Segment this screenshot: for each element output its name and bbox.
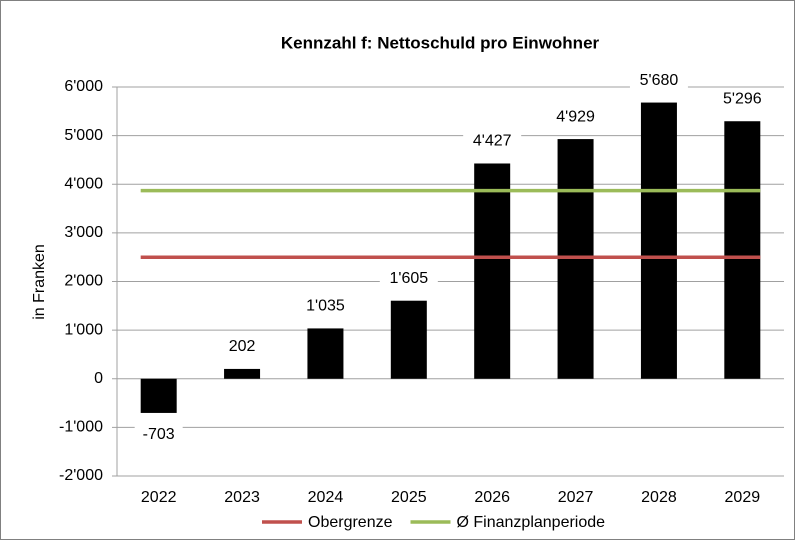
y-tick-label: -1'000 <box>59 419 103 436</box>
y-tick-label: 3'000 <box>64 224 103 241</box>
x-tick-label: 2028 <box>641 489 677 506</box>
x-tick-label: 2025 <box>391 489 427 506</box>
bar <box>224 368 261 379</box>
y-tick-label: 0 <box>94 370 103 387</box>
x-tick-label: 2027 <box>558 489 594 506</box>
data-label-bg <box>546 107 605 128</box>
data-label: 4'427 <box>473 133 512 150</box>
data-label: 1'605 <box>389 270 428 287</box>
y-tick-label: 4'000 <box>64 175 103 192</box>
data-label: -703 <box>143 426 175 443</box>
legend-label: Obergrenze <box>308 514 393 531</box>
bar <box>140 378 177 413</box>
data-label: 1'035 <box>306 298 345 315</box>
chart-title: Kennzahl f: Nettoschuld pro Einwohner <box>281 33 600 52</box>
x-tick-label: 2026 <box>474 489 510 506</box>
bar <box>390 300 427 379</box>
y-tick-label: 1'000 <box>64 321 103 338</box>
data-label-bg <box>463 131 522 152</box>
data-label-bg <box>713 89 772 110</box>
data-label-bg <box>296 296 355 317</box>
data-label: 202 <box>229 338 256 355</box>
data-label-bg <box>379 268 438 289</box>
data-label-bg <box>223 336 262 357</box>
data-label-bg <box>134 424 183 445</box>
y-tick-label: 6'000 <box>64 78 103 95</box>
x-tick-label: 2022 <box>141 489 177 506</box>
data-label: 5'680 <box>640 72 679 89</box>
data-label-bg <box>629 70 688 91</box>
y-tick-label: 2'000 <box>64 273 103 290</box>
x-tick-label: 2023 <box>224 489 260 506</box>
bar <box>474 163 511 379</box>
x-tick-label: 2029 <box>725 489 761 506</box>
y-axis-label: in Franken <box>31 244 48 320</box>
data-label: 5'296 <box>723 90 762 107</box>
legend-label: Ø Finanzplanperiode <box>457 514 606 531</box>
bar <box>640 102 677 379</box>
bar <box>724 121 761 379</box>
data-label: 4'929 <box>556 108 595 125</box>
y-tick-label: -2'000 <box>59 467 103 484</box>
x-tick-label: 2024 <box>308 489 344 506</box>
y-tick-label: 5'000 <box>64 127 103 144</box>
bar <box>307 328 344 379</box>
